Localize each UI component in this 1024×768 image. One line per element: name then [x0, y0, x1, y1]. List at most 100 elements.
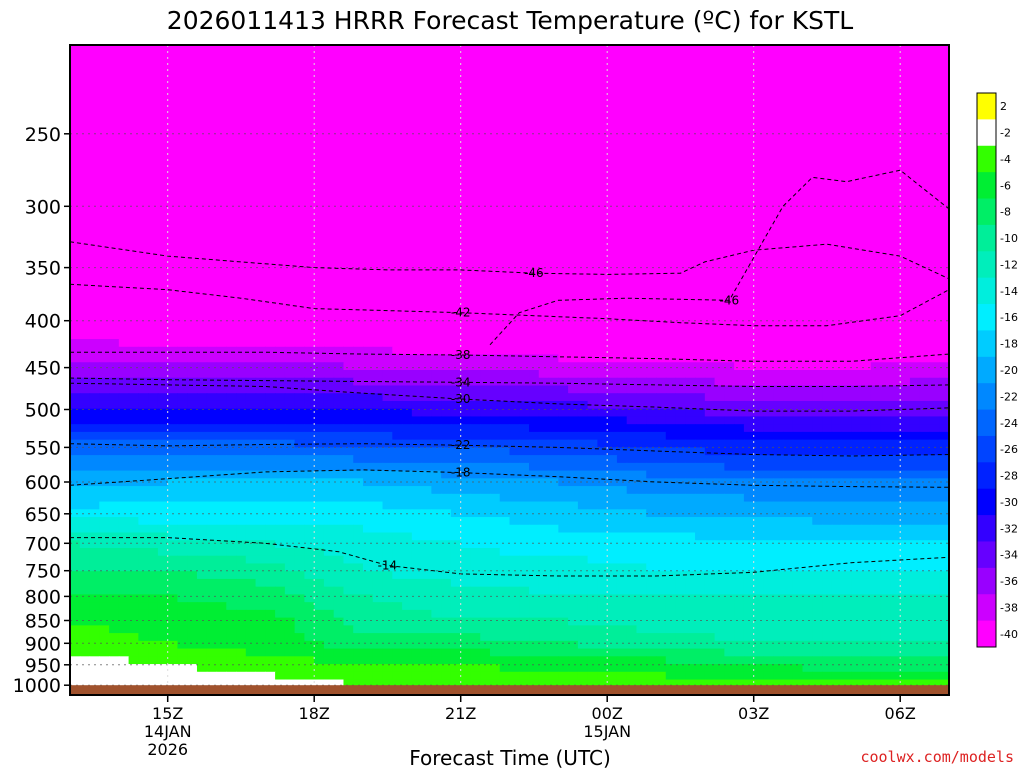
heatmap-cell — [480, 145, 491, 154]
heatmap-cell — [538, 424, 550, 433]
heatmap-cell — [909, 238, 921, 247]
heatmap-cell — [538, 462, 550, 472]
heatmap-cell — [333, 238, 345, 247]
heatmap-cell — [109, 75, 120, 85]
heatmap-cell — [236, 416, 247, 425]
heatmap-cell — [196, 222, 208, 232]
heatmap-cell — [812, 145, 823, 154]
heatmap-cell — [753, 184, 765, 193]
heatmap-cell — [616, 385, 628, 394]
heatmap-cell — [343, 315, 354, 325]
heatmap-cell — [89, 114, 100, 123]
heatmap-cell — [489, 161, 501, 170]
heatmap-cell — [167, 354, 179, 363]
heatmap-cell — [685, 292, 696, 301]
heatmap-cell — [802, 439, 813, 448]
heatmap-cell — [99, 439, 110, 448]
heatmap-cell — [216, 308, 227, 317]
heatmap-cell — [196, 455, 208, 464]
heatmap-cell — [255, 261, 266, 271]
heatmap-cell — [206, 45, 218, 54]
heatmap-cell — [294, 246, 305, 255]
heatmap-cell — [109, 60, 120, 69]
heatmap-cell — [333, 385, 345, 394]
heatmap-cell — [734, 99, 745, 108]
heatmap-cell — [323, 424, 335, 433]
heatmap-cell — [773, 145, 784, 154]
heatmap-cell — [880, 277, 891, 286]
heatmap-cell — [714, 168, 725, 178]
heatmap-cell — [851, 99, 862, 108]
heatmap-cell — [538, 161, 550, 170]
heatmap-cell — [382, 393, 393, 402]
heatmap-cell — [363, 339, 374, 348]
heatmap-cell — [577, 91, 589, 100]
heatmap-cell — [402, 408, 413, 418]
heatmap-cell — [802, 106, 813, 116]
heatmap-cell — [646, 153, 657, 162]
heatmap-cell — [665, 230, 677, 240]
heatmap-cell — [196, 400, 208, 410]
heatmap-cell — [753, 439, 765, 448]
heatmap-cell — [460, 362, 472, 371]
heatmap-cell — [929, 339, 940, 348]
heatmap-cell — [499, 153, 511, 162]
heatmap-cell — [597, 416, 608, 425]
heatmap-cell — [314, 176, 325, 185]
heatmap-cell — [782, 199, 794, 209]
heatmap-cell — [626, 238, 638, 247]
heatmap-cell — [685, 362, 696, 371]
heatmap-cell — [646, 99, 657, 108]
heatmap-cell — [675, 99, 686, 108]
heatmap-cell — [314, 99, 325, 108]
heatmap-cell — [99, 331, 110, 340]
heatmap-cell — [128, 176, 139, 185]
heatmap-cell — [157, 230, 169, 240]
heatmap-cell — [323, 168, 335, 178]
heatmap-cell — [597, 424, 608, 433]
heatmap-cell — [138, 455, 149, 464]
heatmap-cell — [890, 106, 901, 116]
heatmap-cell — [216, 292, 227, 301]
heatmap-cell — [695, 424, 706, 433]
heatmap-cell — [431, 161, 442, 170]
heatmap-cell — [577, 455, 589, 464]
heatmap-cell — [685, 462, 696, 472]
heatmap-cell — [118, 222, 130, 232]
heatmap-cell — [363, 377, 374, 387]
heatmap-cell — [177, 145, 188, 154]
heatmap-cell — [919, 99, 931, 108]
heatmap-cell — [392, 261, 403, 271]
heatmap-cell — [157, 222, 169, 232]
heatmap-cell — [822, 99, 833, 108]
heatmap-cell — [353, 424, 364, 433]
heatmap-cell — [470, 192, 481, 201]
heatmap-cell — [89, 455, 100, 464]
heatmap-cell — [343, 106, 354, 116]
heatmap-cell — [187, 222, 198, 232]
heatmap-cell — [665, 168, 677, 178]
heatmap-cell — [333, 99, 345, 108]
heatmap-cell — [851, 161, 862, 170]
heatmap-cell — [870, 153, 882, 162]
heatmap-cell — [196, 184, 208, 193]
heatmap-cell — [646, 431, 657, 441]
heatmap-cell — [841, 99, 852, 108]
heatmap-cell — [841, 122, 852, 131]
heatmap-cell — [460, 99, 472, 108]
heatmap-cell — [255, 130, 266, 139]
heatmap-cell — [909, 137, 921, 147]
heatmap-cell — [226, 300, 237, 309]
heatmap-cell — [861, 385, 872, 394]
heatmap-cell — [109, 91, 120, 100]
heatmap-cell — [236, 222, 247, 232]
heatmap-cell — [607, 408, 618, 418]
heatmap-cell — [831, 184, 843, 193]
heatmap-cell — [118, 261, 130, 271]
heatmap-cell — [616, 45, 628, 54]
heatmap-cell — [597, 346, 608, 356]
heatmap-cell — [509, 99, 520, 108]
heatmap-cell — [226, 68, 237, 77]
heatmap-cell — [294, 308, 305, 317]
heatmap-cell — [880, 60, 891, 69]
